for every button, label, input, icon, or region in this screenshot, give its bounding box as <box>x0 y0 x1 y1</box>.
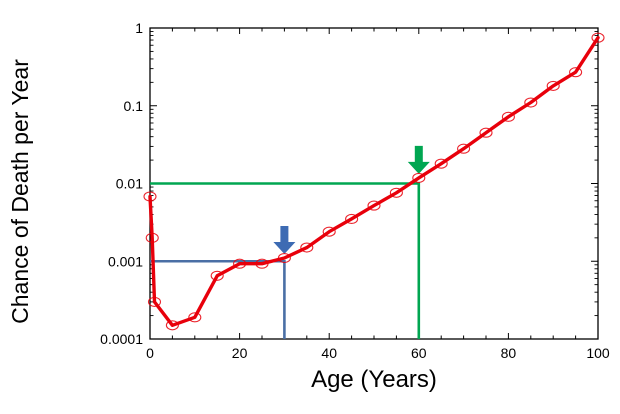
x-axis-title: Age (Years) <box>311 366 437 393</box>
y-tick-label: 1 <box>135 20 143 36</box>
data-point <box>165 320 179 331</box>
y-tick-label: 0.001 <box>108 253 143 269</box>
reference-line-60 <box>150 182 421 339</box>
data-point <box>479 127 493 138</box>
y-tick-label: 0.0001 <box>100 331 143 347</box>
data-point <box>591 32 605 43</box>
y-axis-title: Chance of Death per Year <box>7 59 33 324</box>
x-tick-label: 80 <box>501 345 517 361</box>
x-tick-label: 100 <box>586 345 610 361</box>
data-point <box>143 191 157 202</box>
data-point <box>501 111 515 122</box>
data-point <box>322 226 336 237</box>
data-point <box>233 258 247 269</box>
data-point <box>210 270 224 281</box>
data-point <box>457 143 471 154</box>
axes: 0 20 40 60 80 100 0.0001 0.001 0.01 0.1 1 <box>100 20 610 361</box>
x-tick-label: 60 <box>411 345 427 361</box>
data-point <box>434 158 448 169</box>
arrow-marker-30 <box>273 226 296 254</box>
data-point <box>188 312 202 323</box>
x-tick-label: 0 <box>146 345 154 361</box>
data-point <box>546 80 560 91</box>
y-tick-label: 0.01 <box>116 176 143 192</box>
data-point <box>412 172 426 183</box>
reference-line-30 <box>150 259 286 339</box>
data-point <box>367 200 381 211</box>
data-point <box>277 252 291 264</box>
data-point <box>300 242 314 253</box>
x-tick-label: 40 <box>321 345 337 361</box>
data-point <box>147 296 162 307</box>
data-point <box>569 67 583 78</box>
x-tick-label: 20 <box>232 345 248 361</box>
arrow-marker-60 <box>407 145 430 174</box>
data-point <box>145 232 159 243</box>
series-line <box>148 36 600 327</box>
data-point <box>524 97 538 108</box>
y-tick-label: 0.1 <box>124 98 144 114</box>
data-point <box>255 258 269 269</box>
series-layer <box>143 32 605 331</box>
reference-annotations <box>150 145 430 339</box>
data-point <box>389 187 403 198</box>
data-point <box>345 213 359 224</box>
